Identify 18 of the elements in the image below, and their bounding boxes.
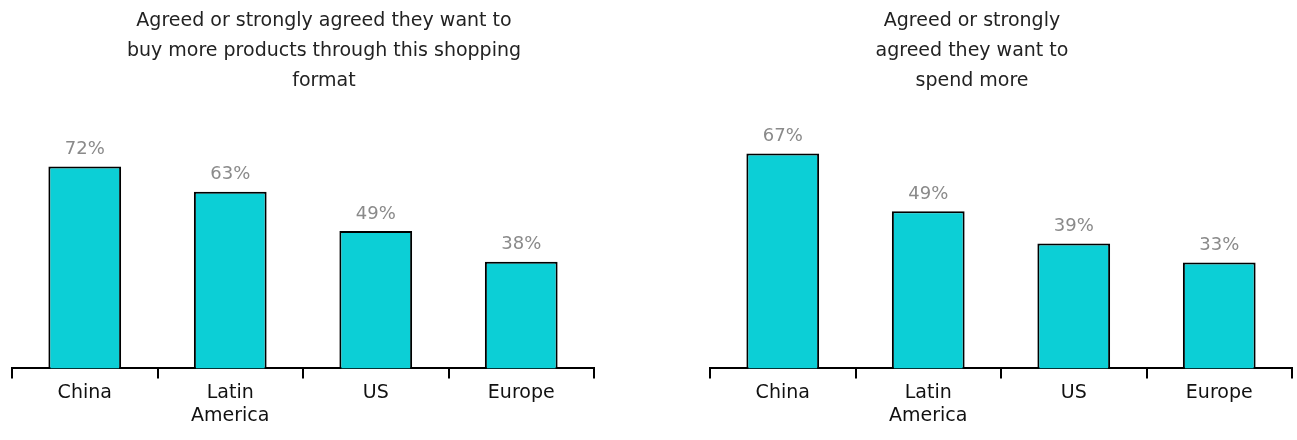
x-tick-label: China: [57, 379, 112, 402]
x-tick-label: Europe: [487, 379, 555, 402]
data-label: 63%: [210, 162, 251, 184]
data-label: 67%: [762, 124, 803, 146]
x-tick-label: Latin America: [191, 379, 270, 425]
x-tick-label: Europe: [1185, 379, 1253, 402]
data-label: 72%: [64, 137, 105, 159]
x-tick-label: Latin America: [889, 379, 968, 425]
data-label: 49%: [908, 181, 949, 203]
data-label: 49%: [355, 201, 396, 223]
x-tick-label: US: [1060, 379, 1087, 402]
data-label: 39%: [1053, 214, 1094, 236]
data-label: 33%: [1199, 233, 1240, 255]
x-tick-label: China: [755, 379, 810, 402]
chart-title: Agreed or strongly agreed they want to spend more: [874, 7, 1070, 92]
x-tick-label: US: [362, 379, 389, 402]
chart-title: Agreed or strongly agreed they want to buy more products through this shopping format: [125, 7, 523, 92]
data-label: 38%: [501, 232, 542, 254]
